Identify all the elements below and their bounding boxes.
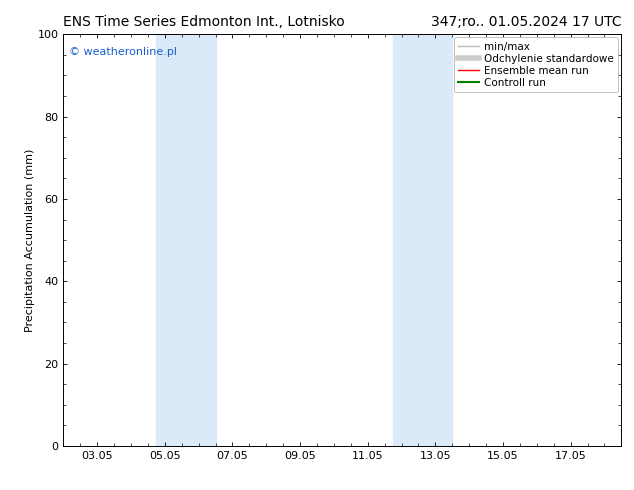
Bar	[157, 34, 216, 446]
Text: 347;ro.. 01.05.2024 17 UTC: 347;ro.. 01.05.2024 17 UTC	[430, 15, 621, 29]
Y-axis label: Precipitation Accumulation (mm): Precipitation Accumulation (mm)	[25, 148, 35, 332]
Text: © weatheronline.pl: © weatheronline.pl	[69, 47, 177, 57]
Legend: min/max, Odchylenie standardowe, Ensemble mean run, Controll run: min/max, Odchylenie standardowe, Ensembl…	[454, 37, 618, 92]
Text: ENS Time Series Edmonton Int., Lotnisko: ENS Time Series Edmonton Int., Lotnisko	[63, 15, 345, 29]
Bar	[393, 34, 452, 446]
